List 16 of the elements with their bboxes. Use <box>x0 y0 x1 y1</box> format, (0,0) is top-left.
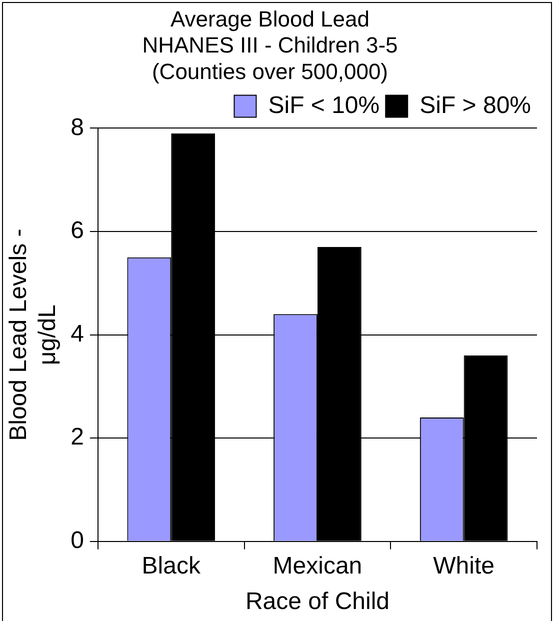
legend-label: SiF > 80% <box>420 92 532 119</box>
legend-label: SiF < 10% <box>268 92 380 119</box>
text: μg/dL <box>34 304 61 366</box>
y-tick-label: 4 <box>70 320 84 348</box>
y-tick-label: 8 <box>70 114 84 141</box>
y-tick-label: 6 <box>70 217 84 244</box>
y-tick-label: 2 <box>70 424 84 451</box>
x-tick-label: Mexican <box>272 552 362 580</box>
text: Average Blood Lead <box>170 6 370 32</box>
text: Blood Lead Levels - <box>5 228 32 441</box>
text: NHANES III - Children 3-5 <box>142 32 398 58</box>
x-tick-label: Black <box>142 552 202 580</box>
x-axis-title: Race of Child <box>245 588 390 616</box>
text: (Counties over 500,000) <box>152 59 388 84</box>
y-tick-label: 0 <box>70 527 84 554</box>
x-tick-label: White <box>433 552 495 580</box>
